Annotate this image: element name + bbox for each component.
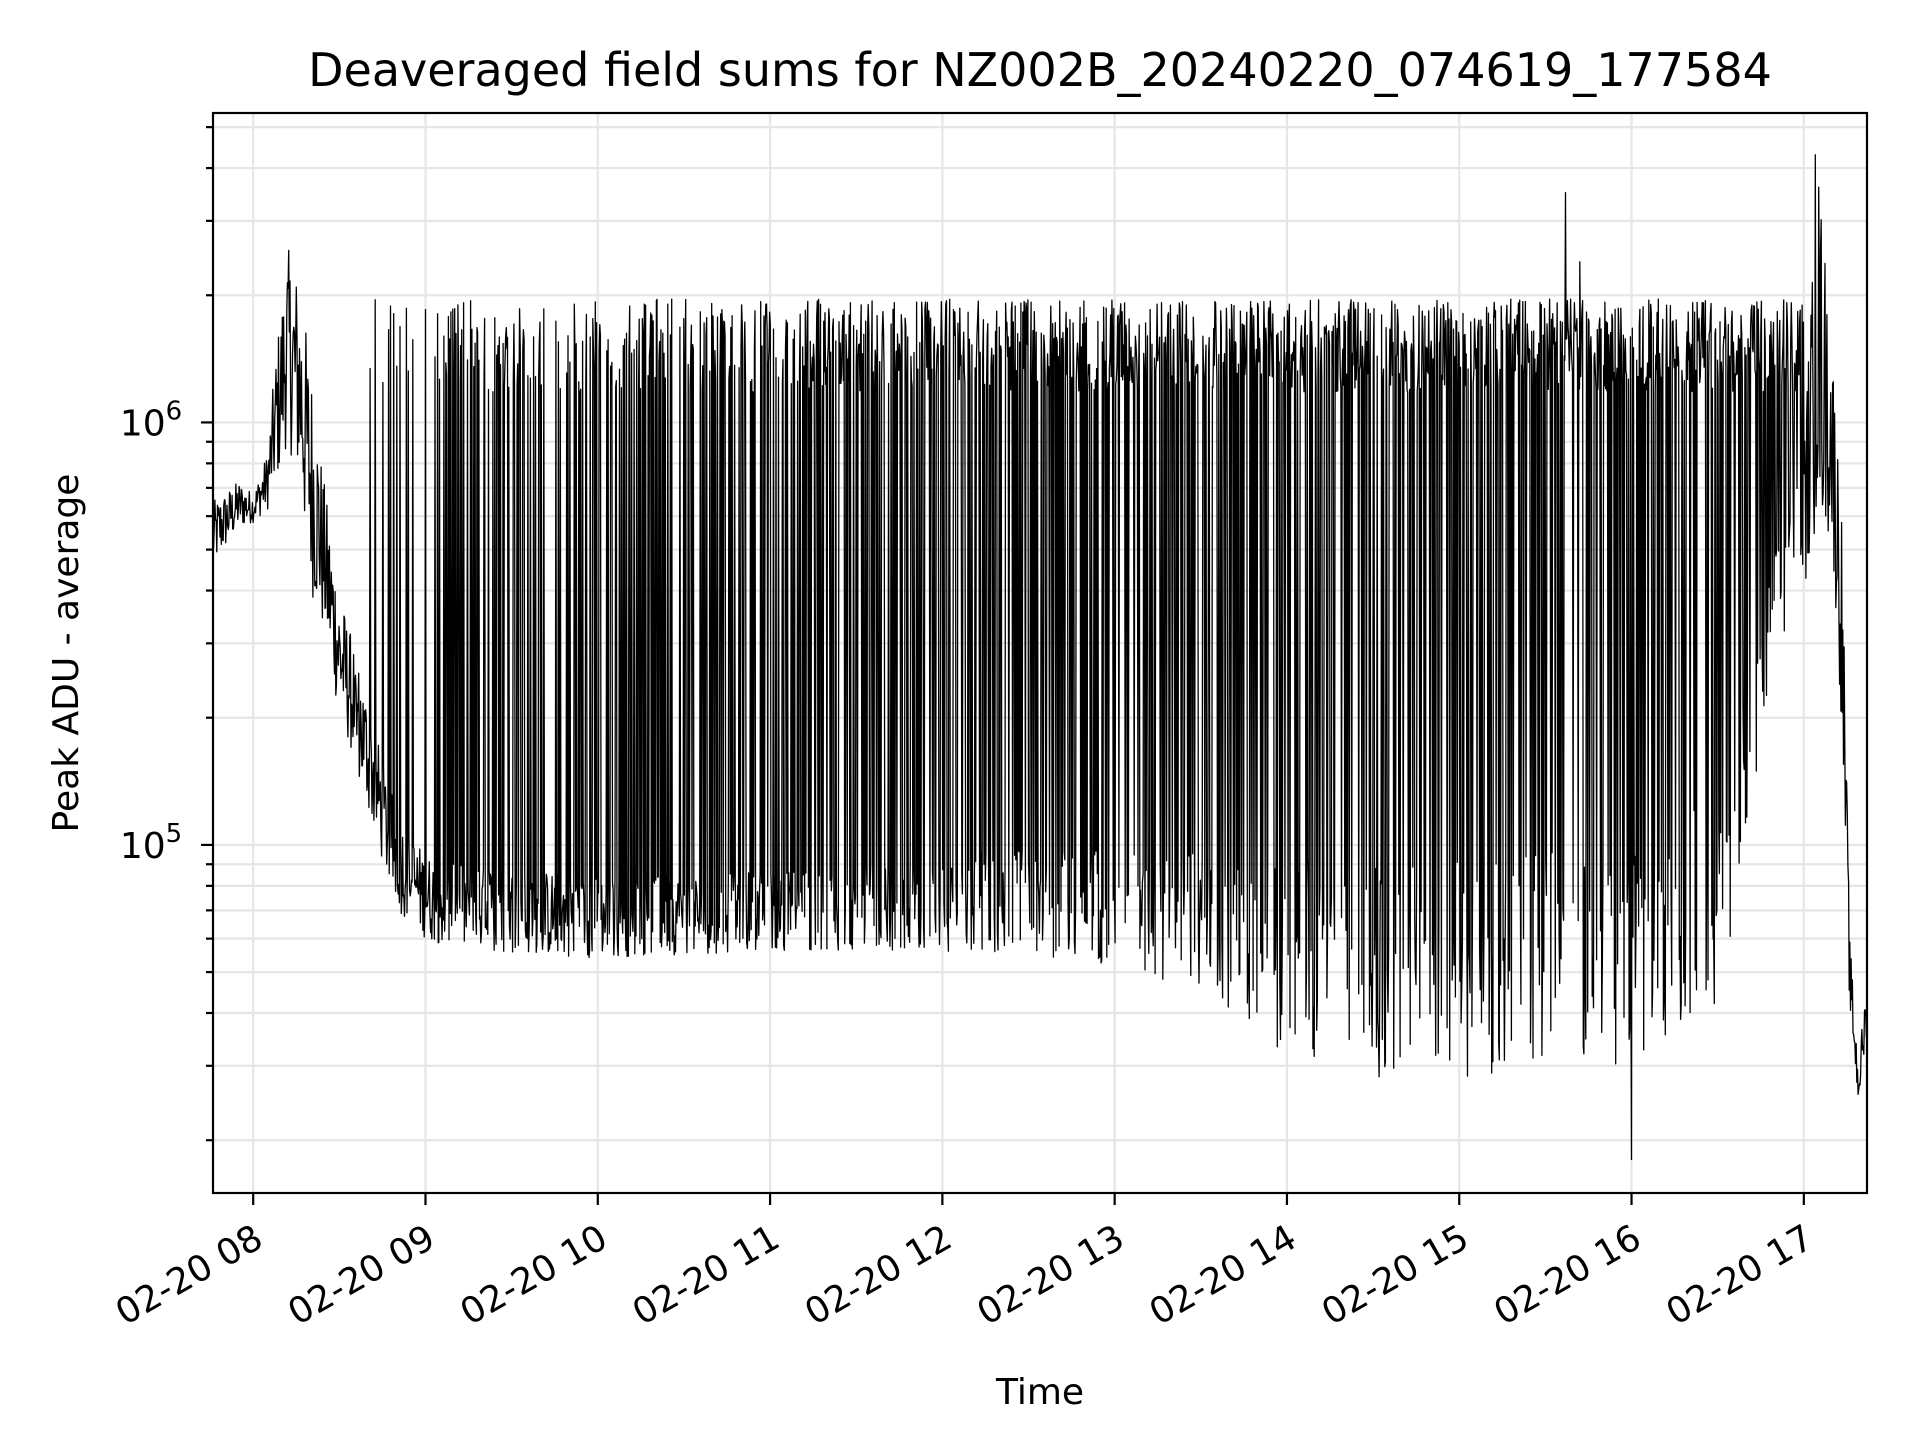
x-tick-label: 02-20 15 <box>1315 1217 1476 1333</box>
plot-frame <box>211 111 1869 1195</box>
x-tick-label: 02-20 16 <box>1487 1217 1648 1333</box>
x-axis: 02-20 08 02-20 09 02-20 10 02-20 11 02-20 12… <box>109 1193 1820 1334</box>
x-tick-label: 02-20 14 <box>1143 1217 1304 1333</box>
series-layer <box>212 154 1868 1161</box>
y-tick-label: 105 <box>120 819 182 867</box>
chart-title: Deaveraged field sums for NZ002B_2024022… <box>308 43 1772 97</box>
x-tick-label: 02-20 09 <box>281 1217 442 1333</box>
x-axis-label: Time <box>995 1372 1084 1413</box>
x-tick-label: 02-20 10 <box>454 1217 615 1333</box>
series-line <box>212 154 1868 1161</box>
y-axis: 105 106 <box>120 126 213 1142</box>
x-tick-label: 02-20 08 <box>109 1217 270 1333</box>
y-tick-label: 106 <box>120 396 182 444</box>
y-axis-label: Peak ADU - average <box>46 474 87 833</box>
x-tick-label: 02-20 11 <box>626 1217 787 1333</box>
x-tick-label: 02-20 17 <box>1660 1217 1821 1333</box>
x-tick-label: 02-20 13 <box>970 1217 1131 1333</box>
x-tick-label: 02-20 12 <box>798 1217 959 1333</box>
